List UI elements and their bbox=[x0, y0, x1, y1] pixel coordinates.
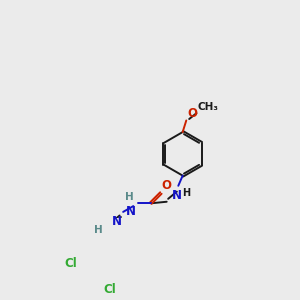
Text: H: H bbox=[182, 188, 190, 198]
Text: H: H bbox=[94, 225, 103, 235]
Text: N: N bbox=[126, 205, 136, 218]
Text: O: O bbox=[187, 107, 197, 120]
Text: Cl: Cl bbox=[104, 283, 116, 296]
Text: O: O bbox=[162, 178, 172, 192]
Text: H: H bbox=[124, 192, 133, 202]
Text: N: N bbox=[172, 189, 182, 202]
Text: N: N bbox=[112, 215, 122, 228]
Text: CH₃: CH₃ bbox=[197, 103, 218, 112]
Text: Cl: Cl bbox=[64, 257, 77, 270]
